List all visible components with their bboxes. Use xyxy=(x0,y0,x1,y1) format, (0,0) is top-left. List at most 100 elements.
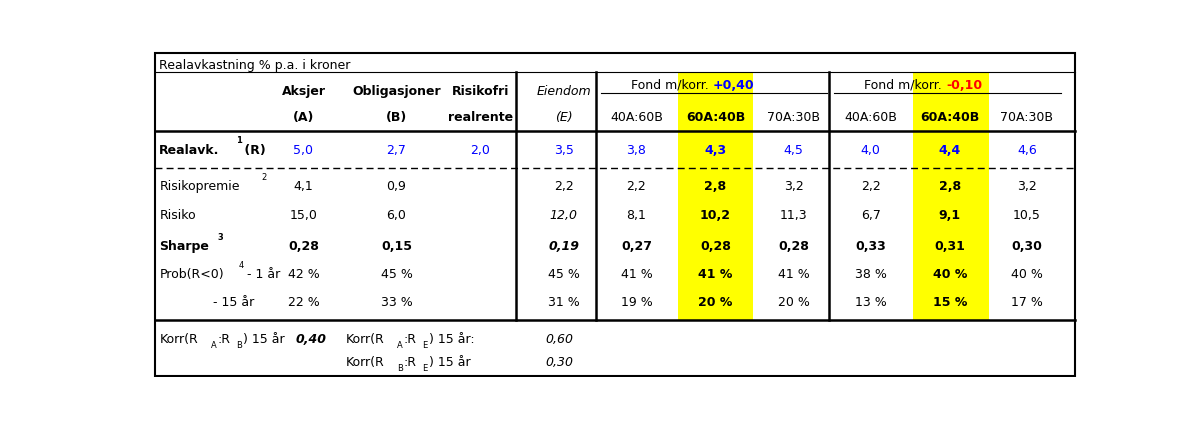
Text: :R: :R xyxy=(404,333,416,346)
Text: 3,2: 3,2 xyxy=(1018,180,1037,193)
Text: 0,9: 0,9 xyxy=(386,180,407,193)
Text: Risikofri: Risikofri xyxy=(451,85,509,98)
Text: 0,28: 0,28 xyxy=(288,240,319,253)
Text: Korr(R: Korr(R xyxy=(346,356,384,369)
Bar xyxy=(678,72,752,320)
Text: Risikopremie: Risikopremie xyxy=(160,180,240,193)
Text: 2: 2 xyxy=(262,173,266,182)
Text: 11,3: 11,3 xyxy=(780,209,808,222)
Text: 40 %: 40 % xyxy=(932,268,967,281)
Text: ) 15 år:: ) 15 år: xyxy=(430,333,475,346)
Text: 0,33: 0,33 xyxy=(856,240,886,253)
Text: Fond m/korr.: Fond m/korr. xyxy=(864,79,946,92)
Text: 60A:40B: 60A:40B xyxy=(686,112,745,124)
Text: 3,2: 3,2 xyxy=(784,180,804,193)
Text: 2,8: 2,8 xyxy=(938,180,961,193)
Text: E: E xyxy=(422,364,427,373)
Text: Korr(R: Korr(R xyxy=(160,333,198,346)
Text: 17 %: 17 % xyxy=(1012,296,1043,309)
Text: 4: 4 xyxy=(239,261,244,270)
Text: - 1 år: - 1 år xyxy=(242,268,281,281)
Text: E: E xyxy=(422,341,427,350)
Text: Sharpe: Sharpe xyxy=(160,240,209,253)
Text: - 15 år: - 15 år xyxy=(214,296,254,309)
Text: 10,5: 10,5 xyxy=(1013,209,1040,222)
Text: 41 %: 41 % xyxy=(620,268,653,281)
Text: 4,4: 4,4 xyxy=(938,144,961,157)
Text: (E): (E) xyxy=(556,112,572,124)
Text: 60A:40B: 60A:40B xyxy=(920,112,979,124)
Text: 6,7: 6,7 xyxy=(860,209,881,222)
Text: (R): (R) xyxy=(240,144,266,157)
Text: 4,1: 4,1 xyxy=(294,180,313,193)
Text: 31 %: 31 % xyxy=(548,296,580,309)
Text: 19 %: 19 % xyxy=(620,296,653,309)
Text: (A): (A) xyxy=(293,112,314,124)
Text: realrente: realrente xyxy=(448,112,512,124)
Text: 0,27: 0,27 xyxy=(620,240,652,253)
Text: A: A xyxy=(211,341,217,350)
Text: 0,30: 0,30 xyxy=(545,356,574,369)
Text: 2,7: 2,7 xyxy=(386,144,407,157)
Text: ) 15 år: ) 15 år xyxy=(242,333,284,346)
Text: A: A xyxy=(397,341,403,350)
Text: 4,6: 4,6 xyxy=(1018,144,1037,157)
Text: 15,0: 15,0 xyxy=(289,209,317,222)
Text: 10,2: 10,2 xyxy=(700,209,731,222)
Text: 70A:30B: 70A:30B xyxy=(767,112,820,124)
Text: -0,10: -0,10 xyxy=(946,79,983,92)
Text: 40 %: 40 % xyxy=(1012,268,1043,281)
Text: 13 %: 13 % xyxy=(854,296,887,309)
Text: 15 %: 15 % xyxy=(932,296,967,309)
Text: 1: 1 xyxy=(235,136,241,145)
Text: Fond m/korr.: Fond m/korr. xyxy=(631,79,713,92)
Text: 2,2: 2,2 xyxy=(554,180,574,193)
Text: Aksjer: Aksjer xyxy=(282,85,325,98)
Text: 33 %: 33 % xyxy=(380,296,413,309)
Text: 0,15: 0,15 xyxy=(380,240,412,253)
Text: 4,0: 4,0 xyxy=(860,144,881,157)
Text: +0,40: +0,40 xyxy=(713,79,755,92)
Text: 41 %: 41 % xyxy=(778,268,810,281)
Text: 3,8: 3,8 xyxy=(626,144,647,157)
Text: 9,1: 9,1 xyxy=(938,209,961,222)
Text: B: B xyxy=(236,341,242,350)
Text: 12,0: 12,0 xyxy=(550,209,578,222)
Text: Realavk.: Realavk. xyxy=(160,144,220,157)
Text: :R: :R xyxy=(404,356,416,369)
Text: 3: 3 xyxy=(218,233,223,242)
Text: ) 15 år: ) 15 år xyxy=(430,356,470,369)
Text: Obligasjoner: Obligasjoner xyxy=(352,85,440,98)
Text: 40A:60B: 40A:60B xyxy=(845,112,898,124)
Text: 0,31: 0,31 xyxy=(935,240,965,253)
Text: Realavkastning % p.a. i kroner: Realavkastning % p.a. i kroner xyxy=(160,59,350,72)
Text: 70A:30B: 70A:30B xyxy=(1001,112,1054,124)
Text: 0,30: 0,30 xyxy=(1012,240,1043,253)
Text: 6,0: 6,0 xyxy=(386,209,407,222)
Text: 38 %: 38 % xyxy=(854,268,887,281)
Text: 8,1: 8,1 xyxy=(626,209,647,222)
Text: 3,5: 3,5 xyxy=(554,144,574,157)
Text: 20 %: 20 % xyxy=(778,296,810,309)
Text: 0,28: 0,28 xyxy=(700,240,731,253)
Text: :R: :R xyxy=(218,333,230,346)
Text: 0,60: 0,60 xyxy=(545,333,574,346)
Text: 2,8: 2,8 xyxy=(704,180,726,193)
Text: Risiko: Risiko xyxy=(160,209,196,222)
Text: 42 %: 42 % xyxy=(288,268,319,281)
Text: 4,5: 4,5 xyxy=(784,144,804,157)
Text: Prob(R<0): Prob(R<0) xyxy=(160,268,224,281)
Text: 4,3: 4,3 xyxy=(704,144,726,157)
Text: B: B xyxy=(397,364,403,373)
Text: 0,40: 0,40 xyxy=(295,333,326,346)
Bar xyxy=(912,72,989,320)
Text: 2,0: 2,0 xyxy=(470,144,490,157)
Text: 45 %: 45 % xyxy=(380,268,413,281)
Text: 2,2: 2,2 xyxy=(860,180,881,193)
Text: (B): (B) xyxy=(386,112,407,124)
Text: 20 %: 20 % xyxy=(698,296,733,309)
Text: 0,19: 0,19 xyxy=(548,240,580,253)
Text: 0,28: 0,28 xyxy=(778,240,809,253)
Text: 5,0: 5,0 xyxy=(294,144,313,157)
Text: Korr(R: Korr(R xyxy=(346,333,384,346)
